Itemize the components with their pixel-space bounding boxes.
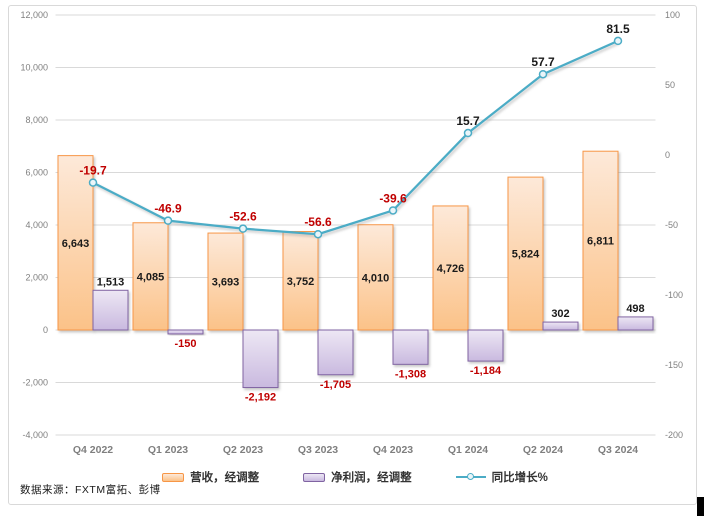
legend-swatch-line-icon [455,473,486,481]
y-axis-left-tick-label: 10,000 [20,63,48,73]
revenue-value-label: 4,010 [362,272,390,284]
revenue-value-label: 5,824 [512,249,540,261]
growth-value-label: 57.7 [531,55,555,69]
revenue-value-label: 3,752 [287,276,315,288]
net-profit-bar [542,321,579,331]
net-profit-value-label: -1,308 [395,368,426,380]
y-axis-right-tick-label: -100 [665,290,683,300]
y-axis-left-tick-label: 0 [43,325,48,335]
legend-label: 净利润，经调整 [331,472,412,484]
growth-value-label: 81.5 [606,22,630,36]
growth-value-label: -52.6 [229,210,257,224]
net-profit-value-label: -150 [174,338,196,350]
growth-marker [538,69,548,79]
x-axis-label: Q4 2023 [373,444,413,456]
y-axis-left-tick-label: -2,000 [22,378,48,388]
growth-value-label: -46.9 [154,202,182,216]
legend-label: 同比增长% [491,472,548,484]
net-profit-value-label: 1,513 [97,276,125,288]
x-axis-label: Q1 2023 [148,444,188,456]
chart-legend: 营收，经调整 净利润，经调整 同比增长% [55,467,655,487]
revenue-bar [57,155,94,331]
net-profit-value-label: 498 [626,303,644,315]
net-profit-bar [617,316,654,331]
revenue-bar [207,232,244,331]
growth-marker [613,36,623,46]
growth-marker [313,229,323,239]
net-profit-bar [167,329,204,335]
revenue-value-label: 6,811 [587,236,614,248]
x-axis-label: Q4 2022 [73,444,113,456]
net-profit-bar [242,329,279,389]
legend-item-1: 净利润，经调整 [303,469,412,485]
y-axis-right-tick-label: 100 [665,10,680,20]
net-profit-bar [317,329,354,376]
y-axis-right-tick-label: 0 [665,150,670,160]
x-axis-label: Q3 2024 [598,444,638,456]
legend-swatch-bar-icon [303,472,326,482]
y-axis-right-tick-label: -200 [665,430,683,440]
y-axis-left-tick-label: 4,000 [25,220,48,230]
growth-marker [88,178,98,187]
growth-value-label: 15.7 [456,114,480,128]
chart-frame [8,5,697,505]
growth-value-label: -56.6 [304,215,332,229]
net-profit-value-label: 302 [551,308,569,320]
net-profit-value-label: -1,184 [470,365,502,377]
growth-marker [238,224,248,233]
black-bar-artifact [697,497,704,516]
x-axis-label: Q2 2024 [523,444,563,456]
y-axis-left-tick-label: 2,000 [25,273,48,283]
revenue-value-label: 6,643 [62,238,90,250]
y-axis-right-tick-label: 50 [665,80,675,90]
revenue-bar [432,205,469,331]
legend-swatch-bar-icon [162,472,185,482]
legend-item-2: 同比增长% [455,469,548,485]
net-profit-bar [467,329,504,362]
revenue-value-label: 4,085 [137,271,165,283]
revenue-bar [357,224,394,331]
legend-label: 营收，经调整 [190,472,260,484]
data-source-note: 数据来源：FXTM富拓、彭博 [20,484,161,496]
revenue-bar [582,150,619,331]
growth-value-label: -39.6 [379,191,407,205]
y-axis-right-tick-label: -50 [665,220,678,230]
revenue-value-label: 4,726 [437,263,465,275]
y-axis-left-tick-label: 12,000 [20,10,48,20]
y-axis-left-tick-label: 6,000 [25,168,48,178]
growth-marker [388,206,398,215]
revenue-bar [282,231,319,331]
growth-line [92,39,619,236]
net-profit-bar [392,329,429,365]
net-profit-value-label: -2,192 [245,392,276,404]
growth-marker [163,216,173,225]
revenue-value-label: 3,693 [212,277,240,289]
x-axis-label: Q3 2023 [298,444,338,456]
net-profit-bar [92,289,129,331]
revenue-bar [507,176,544,331]
x-axis-label: Q1 2024 [448,444,488,456]
y-axis-right-tick-label: -150 [665,360,683,370]
y-axis-left-tick-label: 8,000 [25,115,48,125]
y-axis-left-tick-label: -4,000 [22,430,48,440]
net-profit-value-label: -1,705 [320,379,351,391]
x-axis-label: Q2 2023 [223,444,263,456]
growth-value-label: -19.7 [79,164,107,178]
legend-item-0: 营收，经调整 [162,469,259,485]
growth-marker [463,128,473,138]
revenue-bar [132,222,169,331]
